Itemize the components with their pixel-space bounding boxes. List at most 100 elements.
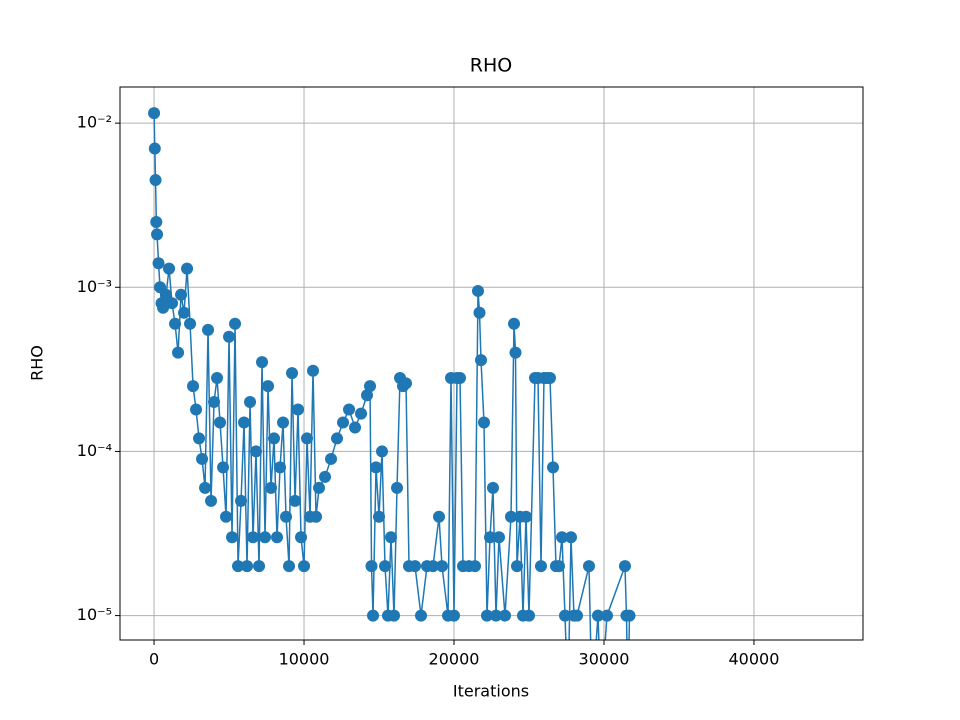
data-point xyxy=(486,481,499,494)
x-tick-label: 20000 xyxy=(429,650,480,669)
data-point xyxy=(292,403,305,416)
data-point xyxy=(379,560,392,573)
data-point xyxy=(519,510,532,523)
data-point xyxy=(259,531,272,544)
data-point xyxy=(199,481,212,494)
data-point xyxy=(184,317,197,330)
data-point xyxy=(473,306,486,319)
data-point xyxy=(325,452,338,465)
data-point xyxy=(570,609,583,622)
data-point xyxy=(454,372,467,385)
data-point xyxy=(373,510,386,523)
data-point xyxy=(157,301,170,314)
data-point xyxy=(149,174,162,187)
data-point xyxy=(582,560,595,573)
y-tick-label: 10⁻⁴ xyxy=(77,441,112,460)
data-point xyxy=(241,560,254,573)
series-line xyxy=(153,113,631,640)
data-point xyxy=(265,481,278,494)
data-point xyxy=(187,380,200,393)
x-tick-label: 40000 xyxy=(729,650,780,669)
data-point xyxy=(546,461,559,474)
data-point xyxy=(343,403,356,416)
data-point xyxy=(277,416,290,429)
data-point xyxy=(319,470,332,483)
data-point xyxy=(148,142,161,155)
data-point xyxy=(364,380,377,393)
data-point xyxy=(618,560,631,573)
data-point xyxy=(238,416,251,429)
data-point xyxy=(472,284,485,297)
data-point xyxy=(250,445,263,458)
data-point xyxy=(202,323,215,336)
data-point xyxy=(150,215,163,228)
data-point xyxy=(181,262,194,275)
chart-title: RHO xyxy=(470,55,512,77)
data-point xyxy=(289,494,302,507)
data-point xyxy=(498,609,511,622)
data-point xyxy=(355,407,368,420)
data-point xyxy=(205,494,218,507)
x-axis-label: Iterations xyxy=(453,682,529,701)
data-point xyxy=(534,560,547,573)
data-point xyxy=(313,481,326,494)
data-point xyxy=(415,609,428,622)
data-point xyxy=(247,531,260,544)
data-point xyxy=(400,377,413,390)
data-point xyxy=(564,531,577,544)
data-point xyxy=(522,609,535,622)
data-point xyxy=(623,609,636,622)
data-point xyxy=(301,432,314,445)
data-point xyxy=(510,560,523,573)
data-point xyxy=(280,510,293,523)
data-point xyxy=(481,609,494,622)
data-point xyxy=(223,330,236,343)
data-point xyxy=(388,609,401,622)
data-point xyxy=(148,107,161,120)
data-point xyxy=(232,560,245,573)
data-point xyxy=(160,288,173,301)
data-point xyxy=(151,228,164,241)
data-point xyxy=(271,531,284,544)
y-axis-label: RHO xyxy=(28,345,47,381)
axes-frame xyxy=(119,86,864,641)
x-tick-label: 0 xyxy=(149,650,159,669)
data-point xyxy=(475,354,488,367)
data-point xyxy=(385,531,398,544)
data-point xyxy=(600,609,613,622)
data-point xyxy=(337,416,350,429)
data-point xyxy=(286,367,299,380)
data-point xyxy=(268,432,281,445)
data-point xyxy=(193,432,206,445)
data-point xyxy=(391,481,404,494)
data-point xyxy=(507,317,520,330)
data-point xyxy=(226,531,239,544)
data-point xyxy=(307,364,320,377)
data-point xyxy=(591,609,604,622)
data-point xyxy=(235,494,248,507)
data-point xyxy=(253,560,266,573)
y-tick-label: 10⁻² xyxy=(77,113,112,132)
data-point xyxy=(310,510,323,523)
data-point xyxy=(274,461,287,474)
data-point xyxy=(367,609,380,622)
data-point xyxy=(172,346,185,359)
data-point xyxy=(361,389,374,402)
data-point xyxy=(558,609,571,622)
data-point xyxy=(298,560,311,573)
data-point xyxy=(208,396,221,409)
data-point xyxy=(370,461,383,474)
data-point xyxy=(211,372,224,385)
data-point xyxy=(295,531,308,544)
data-point xyxy=(484,531,497,544)
data-point xyxy=(433,510,446,523)
data-point xyxy=(178,306,191,319)
data-point xyxy=(244,396,257,409)
data-point xyxy=(376,445,389,458)
data-point xyxy=(552,560,565,573)
data-point xyxy=(436,560,449,573)
y-tick-label: 10⁻⁵ xyxy=(77,605,112,624)
data-point xyxy=(543,372,556,385)
data-point xyxy=(349,421,362,434)
y-tick-label: 10⁻³ xyxy=(77,277,112,296)
